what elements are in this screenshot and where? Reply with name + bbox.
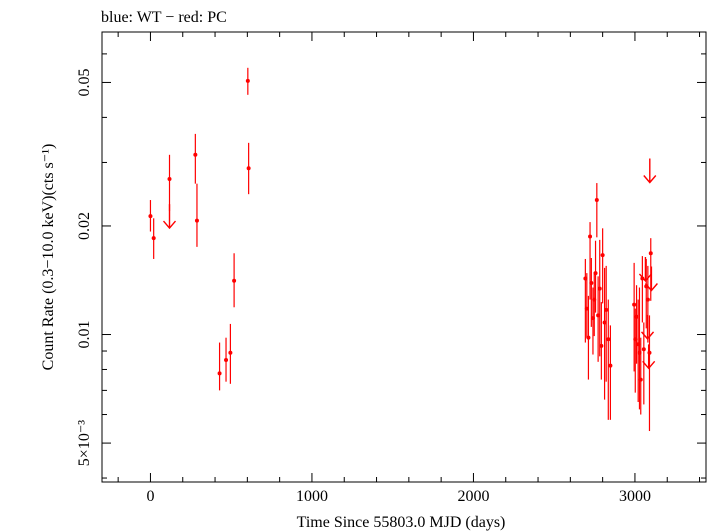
data-point [584, 306, 589, 311]
data-point [632, 302, 637, 307]
data-point [608, 363, 613, 368]
plot-frame [101, 31, 707, 483]
data-point [645, 297, 650, 302]
data-point [151, 236, 156, 241]
data-point [194, 218, 199, 223]
data-point [638, 377, 643, 382]
y-axis-label: Count Rate (0.3−10.0 keV)(cts s⁻¹) [40, 144, 57, 371]
data-point [600, 253, 605, 258]
axis-ticks [102, 32, 706, 482]
data-point [641, 347, 646, 352]
data-point [167, 176, 172, 181]
data-point [596, 313, 601, 318]
y-tick-label: 0.05 [76, 68, 93, 96]
data-point [602, 320, 607, 325]
upper-limit-arrow [638, 256, 652, 283]
x-axis-label: Time Since 55803.0 MJD (days) [297, 514, 506, 531]
data-point [232, 278, 237, 283]
upper-limit-arrow [162, 204, 177, 230]
tick-labels: 0 1000 2000 3000 5×10⁻³ 0.01 0.02 0.05 [76, 68, 651, 505]
data-point [586, 335, 591, 340]
x-tick-label: 3000 [619, 488, 651, 505]
data-point [217, 371, 222, 376]
data-point [245, 78, 250, 83]
data-point [224, 357, 229, 362]
y-tick-label: 5×10⁻³ [76, 420, 93, 466]
legend-text: blue: WT − red: PC [101, 9, 227, 26]
upper-limit-arrow [641, 314, 655, 340]
data-point [604, 307, 609, 312]
upper-limit-arrow [643, 158, 657, 184]
upper-limit-arrow [642, 344, 656, 370]
data-point [634, 314, 639, 319]
data-point [648, 251, 653, 256]
data-point [599, 343, 604, 348]
data-point [594, 198, 599, 203]
data-point [593, 271, 598, 276]
y-tick-label: 0.02 [76, 212, 93, 240]
data-point [597, 286, 602, 291]
x-tick-label: 1000 [296, 488, 328, 505]
data-point [588, 234, 593, 239]
data-point [246, 166, 251, 171]
data-point [193, 152, 198, 157]
x-tick-label: 2000 [457, 488, 489, 505]
data-point [148, 214, 153, 219]
data-point [606, 337, 611, 342]
upper-limit-arrow [644, 266, 658, 292]
x-tick-label: 0 [146, 488, 154, 505]
data-point [228, 350, 233, 355]
data-marks [148, 67, 658, 432]
data-point [589, 280, 594, 285]
y-tick-label: 0.01 [76, 321, 93, 349]
